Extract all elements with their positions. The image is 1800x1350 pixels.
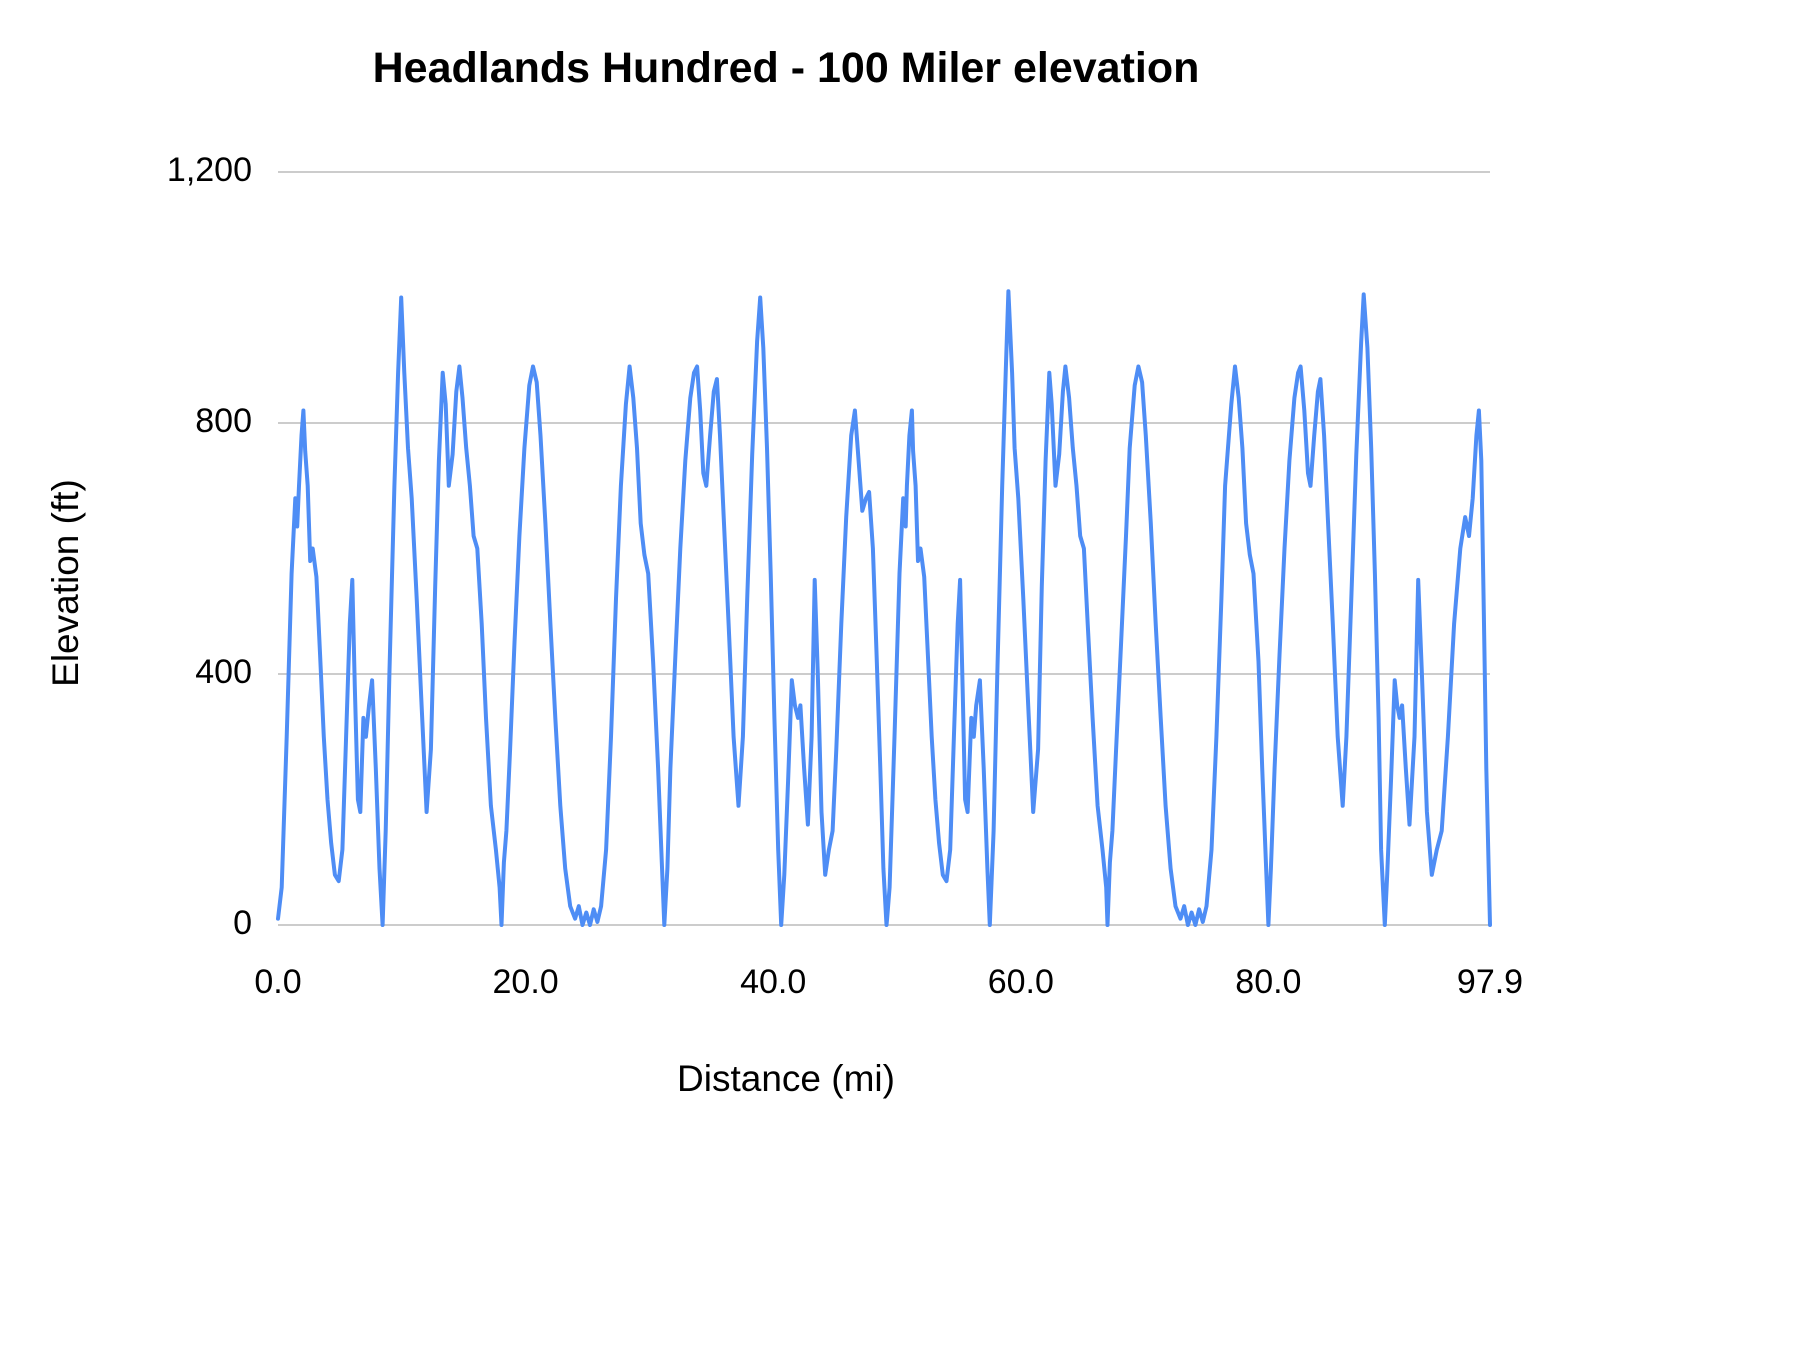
x-tick-label: 80.0 <box>1235 963 1302 1001</box>
y-tick-label: 800 <box>195 402 252 440</box>
x-tick-label: 97.9 <box>1456 963 1524 1001</box>
elevation-line <box>276 289 1492 927</box>
x-axis-title: Distance (mi) <box>677 1058 895 1099</box>
x-tick-label: 60.0 <box>987 963 1054 1001</box>
x-tick-label: 20.0 <box>492 963 559 1001</box>
x-tick-label: 40.0 <box>740 963 807 1001</box>
x-tick-label: 0.0 <box>254 963 302 1001</box>
y-tick-label: 400 <box>195 653 252 691</box>
y-tick-label: 0 <box>233 904 252 942</box>
chart-title: Headlands Hundred - 100 Miler elevation <box>372 44 1200 92</box>
y-tick-label: 1,200 <box>166 151 252 189</box>
